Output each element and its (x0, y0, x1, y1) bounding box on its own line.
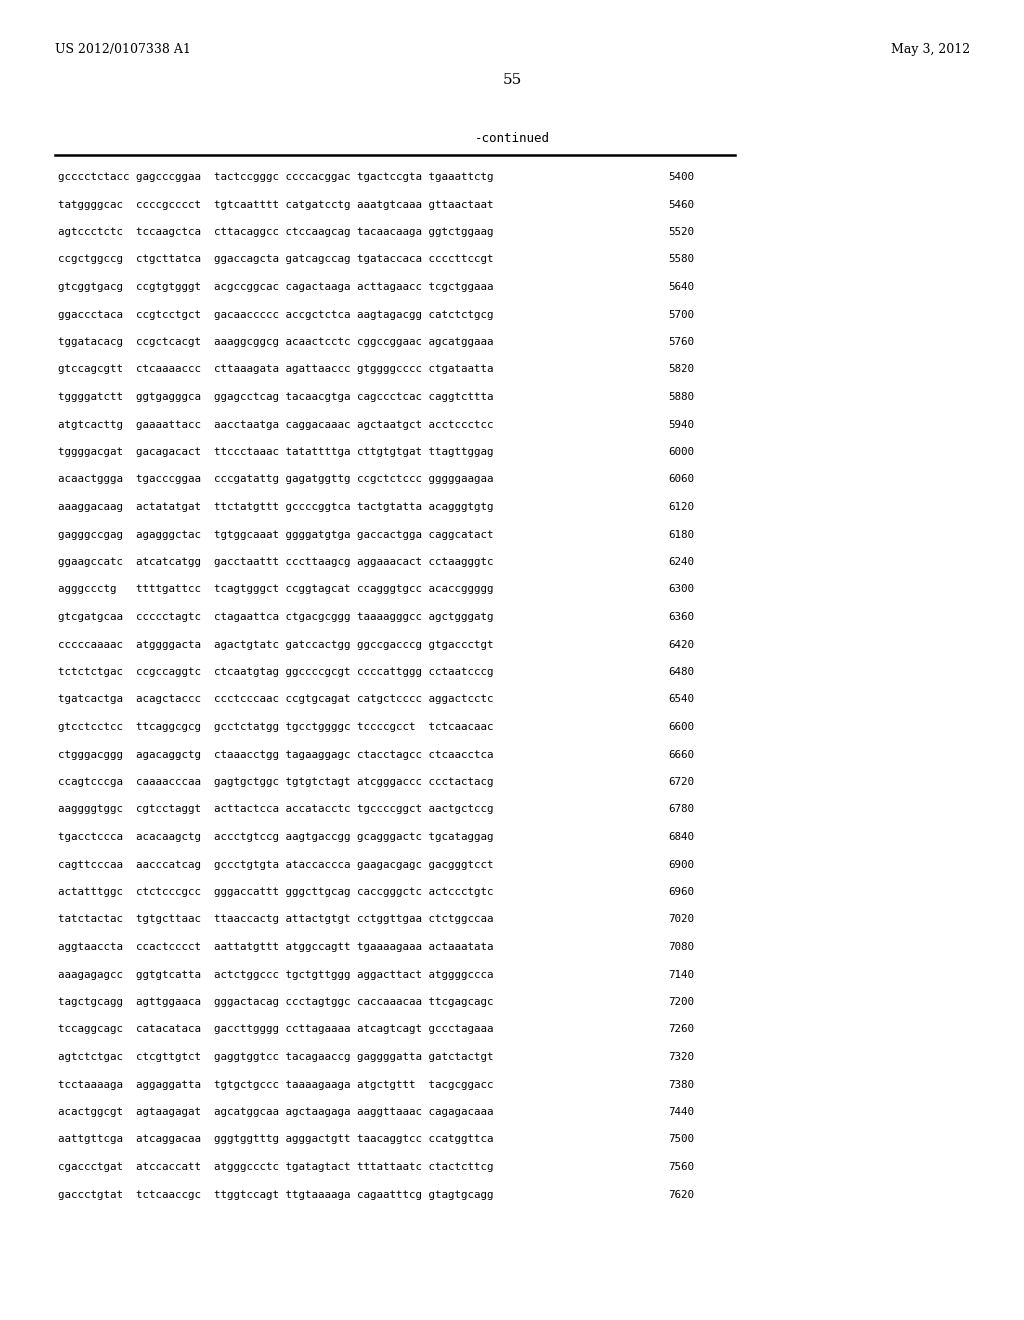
Text: gaccctgtat  tctcaaccgc  ttggtccagt ttgtaaaaga cagaatttcg gtagtgcagg: gaccctgtat tctcaaccgc ttggtccagt ttgtaaa… (58, 1189, 494, 1200)
Text: 7380: 7380 (668, 1080, 694, 1089)
Text: cagttcccaa  aacccatcag  gccctgtgta ataccaccca gaagacgagc gacgggtcct: cagttcccaa aacccatcag gccctgtgta ataccac… (58, 859, 494, 870)
Text: 7500: 7500 (668, 1134, 694, 1144)
Text: gtccagcgtt  ctcaaaaccc  cttaaagata agattaaccc gtggggcccc ctgataatta: gtccagcgtt ctcaaaaccc cttaaagata agattaa… (58, 364, 494, 375)
Text: 5820: 5820 (668, 364, 694, 375)
Text: 6060: 6060 (668, 474, 694, 484)
Text: 5700: 5700 (668, 309, 694, 319)
Text: -continued: -continued (474, 132, 550, 144)
Text: US 2012/0107338 A1: US 2012/0107338 A1 (55, 44, 190, 57)
Text: tctctctgac  ccgccaggtc  ctcaatgtag ggccccgcgt ccccattggg cctaatcccg: tctctctgac ccgccaggtc ctcaatgtag ggccccg… (58, 667, 494, 677)
Text: 6300: 6300 (668, 585, 694, 594)
Text: 6660: 6660 (668, 750, 694, 759)
Text: 6960: 6960 (668, 887, 694, 898)
Text: 7560: 7560 (668, 1162, 694, 1172)
Text: aggtaaccta  ccactcccct  aattatgttt atggccagtt tgaaaagaaa actaaatata: aggtaaccta ccactcccct aattatgttt atggcca… (58, 942, 494, 952)
Text: tcctaaaaga  aggaggatta  tgtgctgccc taaaagaaga atgctgttt  tacgcggacc: tcctaaaaga aggaggatta tgtgctgccc taaaaga… (58, 1080, 494, 1089)
Text: 5640: 5640 (668, 282, 694, 292)
Text: tgacctccca  acacaagctg  accctgtccg aagtgaccgg gcagggactc tgcataggag: tgacctccca acacaagctg accctgtccg aagtgac… (58, 832, 494, 842)
Text: aaggggtggc  cgtcctaggt  acttactcca accatacctc tgccccggct aactgctccg: aaggggtggc cgtcctaggt acttactcca accatac… (58, 804, 494, 814)
Text: actatttggc  ctctcccgcc  gggaccattt gggcttgcag caccgggctc actccctgtc: actatttggc ctctcccgcc gggaccattt gggcttg… (58, 887, 494, 898)
Text: 6600: 6600 (668, 722, 694, 733)
Text: ggaccctaca  ccgtcctgct  gacaaccccc accgctctca aagtagacgg catctctgcg: ggaccctaca ccgtcctgct gacaaccccc accgctc… (58, 309, 494, 319)
Text: 6840: 6840 (668, 832, 694, 842)
Text: gtcgatgcaa  ccccctagtc  ctagaattca ctgacgcggg taaaagggcc agctgggatg: gtcgatgcaa ccccctagtc ctagaattca ctgacgc… (58, 612, 494, 622)
Text: tccaggcagc  catacataca  gaccttgggg ccttagaaaa atcagtcagt gccctagaaa: tccaggcagc catacataca gaccttgggg ccttaga… (58, 1024, 494, 1035)
Text: gtcggtgacg  ccgtgtgggt  acgccggcac cagactaaga acttagaacc tcgctggaaa: gtcggtgacg ccgtgtgggt acgccggcac cagacta… (58, 282, 494, 292)
Text: agggccctg   ttttgattcc  tcagtgggct ccggtagcat ccagggtgcc acaccggggg: agggccctg ttttgattcc tcagtgggct ccggtagc… (58, 585, 494, 594)
Text: ccagtcccga  caaaacccaa  gagtgctggc tgtgtctagt atcgggaccc ccctactacg: ccagtcccga caaaacccaa gagtgctggc tgtgtct… (58, 777, 494, 787)
Text: 6540: 6540 (668, 694, 694, 705)
Text: 6360: 6360 (668, 612, 694, 622)
Text: 6000: 6000 (668, 447, 694, 457)
Text: 6780: 6780 (668, 804, 694, 814)
Text: aaaggacaag  actatatgat  ttctatgttt gccccggtca tactgtatta acagggtgtg: aaaggacaag actatatgat ttctatgttt gccccgg… (58, 502, 494, 512)
Text: 5760: 5760 (668, 337, 694, 347)
Text: 6900: 6900 (668, 859, 694, 870)
Text: 5880: 5880 (668, 392, 694, 403)
Text: 6480: 6480 (668, 667, 694, 677)
Text: tatggggcac  ccccgcccct  tgtcaatttt catgatcctg aaatgtcaaa gttaactaat: tatggggcac ccccgcccct tgtcaatttt catgatc… (58, 199, 494, 210)
Text: atgtcacttg  gaaaattacc  aacctaatga caggacaaac agctaatgct acctccctcc: atgtcacttg gaaaattacc aacctaatga caggaca… (58, 420, 494, 429)
Text: tggatacacg  ccgctcacgt  aaaggcggcg acaactcctc cggccggaac agcatggaaa: tggatacacg ccgctcacgt aaaggcggcg acaactc… (58, 337, 494, 347)
Text: 6180: 6180 (668, 529, 694, 540)
Text: cccccaaaac  atggggacta  agactgtatc gatccactgg ggccgacccg gtgaccctgt: cccccaaaac atggggacta agactgtatc gatccac… (58, 639, 494, 649)
Text: 5940: 5940 (668, 420, 694, 429)
Text: ggaagccatc  atcatcatgg  gacctaattt cccttaagcg aggaaacact cctaagggtc: ggaagccatc atcatcatgg gacctaattt cccttaa… (58, 557, 494, 568)
Text: ccgctggccg  ctgcttatca  ggaccagcta gatcagccag tgataccaca ccccttccgt: ccgctggccg ctgcttatca ggaccagcta gatcagc… (58, 255, 494, 264)
Text: aattgttcga  atcaggacaa  gggtggtttg agggactgtt taacaggtcc ccatggttca: aattgttcga atcaggacaa gggtggtttg agggact… (58, 1134, 494, 1144)
Text: gtcctcctcc  ttcaggcgcg  gcctctatgg tgcctggggc tccccgcct  tctcaacaac: gtcctcctcc ttcaggcgcg gcctctatgg tgcctgg… (58, 722, 494, 733)
Text: tgatcactga  acagctaccc  ccctcccaac ccgtgcagat catgctcccc aggactcctc: tgatcactga acagctaccc ccctcccaac ccgtgca… (58, 694, 494, 705)
Text: 6420: 6420 (668, 639, 694, 649)
Text: 7320: 7320 (668, 1052, 694, 1063)
Text: 55: 55 (503, 73, 521, 87)
Text: 5460: 5460 (668, 199, 694, 210)
Text: 5400: 5400 (668, 172, 694, 182)
Text: tggggacgat  gacagacact  ttccctaaac tatattttga cttgtgtgat ttagttggag: tggggacgat gacagacact ttccctaaac tatattt… (58, 447, 494, 457)
Text: tatctactac  tgtgcttaac  ttaaccactg attactgtgt cctggttgaa ctctggccaa: tatctactac tgtgcttaac ttaaccactg attactg… (58, 915, 494, 924)
Text: 6120: 6120 (668, 502, 694, 512)
Text: 6720: 6720 (668, 777, 694, 787)
Text: gagggccgag  agagggctac  tgtggcaaat ggggatgtga gaccactgga caggcatact: gagggccgag agagggctac tgtggcaaat ggggatg… (58, 529, 494, 540)
Text: 5580: 5580 (668, 255, 694, 264)
Text: 7620: 7620 (668, 1189, 694, 1200)
Text: agtccctctc  tccaagctca  cttacaggcc ctccaagcag tacaacaaga ggtctggaag: agtccctctc tccaagctca cttacaggcc ctccaag… (58, 227, 494, 238)
Text: gcccctctacc gagcccggaa  tactccgggc ccccacggac tgactccgta tgaaattctg: gcccctctacc gagcccggaa tactccgggc ccccac… (58, 172, 494, 182)
Text: 7020: 7020 (668, 915, 694, 924)
Text: 7440: 7440 (668, 1107, 694, 1117)
Text: 5520: 5520 (668, 227, 694, 238)
Text: 7080: 7080 (668, 942, 694, 952)
Text: ctgggacggg  agacaggctg  ctaaacctgg tagaaggagc ctacctagcc ctcaacctca: ctgggacggg agacaggctg ctaaacctgg tagaagg… (58, 750, 494, 759)
Text: agtctctgac  ctcgttgtct  gaggtggtcc tacagaaccg gaggggatta gatctactgt: agtctctgac ctcgttgtct gaggtggtcc tacagaa… (58, 1052, 494, 1063)
Text: tggggatctt  ggtgagggca  ggagcctcag tacaacgtga cagccctcac caggtcttta: tggggatctt ggtgagggca ggagcctcag tacaacg… (58, 392, 494, 403)
Text: tagctgcagg  agttggaaca  gggactacag ccctagtggc caccaaacaa ttcgagcagc: tagctgcagg agttggaaca gggactacag ccctagt… (58, 997, 494, 1007)
Text: 7200: 7200 (668, 997, 694, 1007)
Text: 6240: 6240 (668, 557, 694, 568)
Text: 7140: 7140 (668, 969, 694, 979)
Text: cgaccctgat  atccaccatt  atgggccctc tgatagtact tttattaatc ctactcttcg: cgaccctgat atccaccatt atgggccctc tgatagt… (58, 1162, 494, 1172)
Text: aaagagagcc  ggtgtcatta  actctggccc tgctgttggg aggacttact atggggccca: aaagagagcc ggtgtcatta actctggccc tgctgtt… (58, 969, 494, 979)
Text: May 3, 2012: May 3, 2012 (891, 44, 970, 57)
Text: acactggcgt  agtaagagat  agcatggcaa agctaagaga aaggttaaac cagagacaaa: acactggcgt agtaagagat agcatggcaa agctaag… (58, 1107, 494, 1117)
Text: acaactggga  tgacccggaa  cccgatattg gagatggttg ccgctctccc gggggaagaa: acaactggga tgacccggaa cccgatattg gagatgg… (58, 474, 494, 484)
Text: 7260: 7260 (668, 1024, 694, 1035)
